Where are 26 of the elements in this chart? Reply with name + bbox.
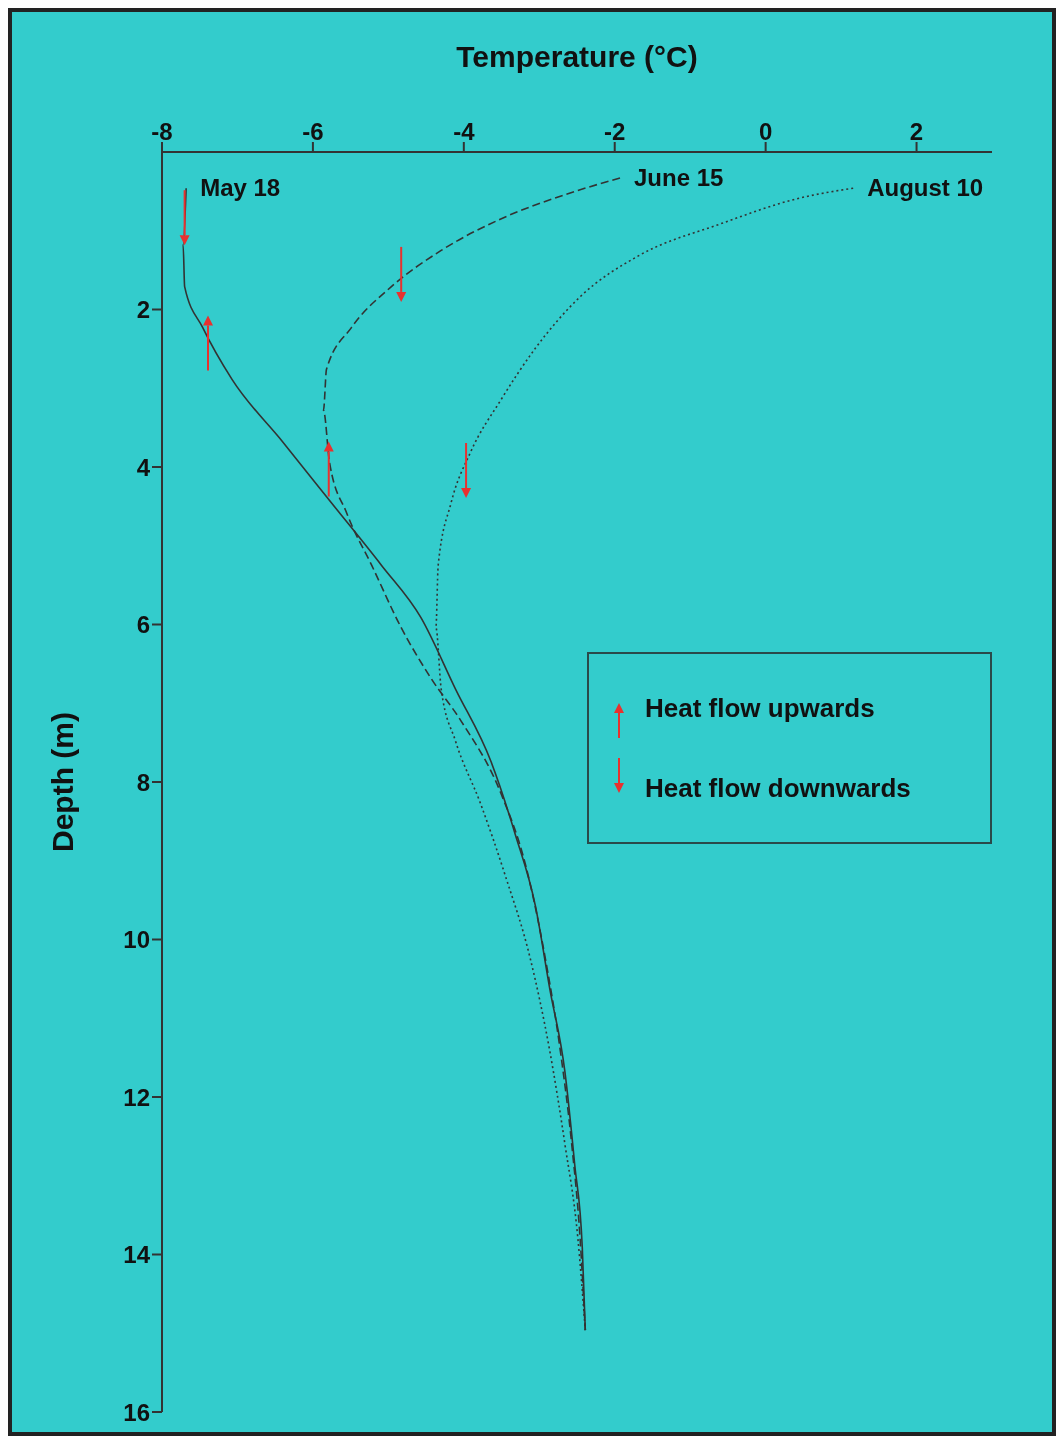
y-tick-label: 2 bbox=[136, 296, 150, 324]
x-tick-label: -6 bbox=[302, 118, 324, 145]
legend-label: Heat flow upwards bbox=[645, 692, 875, 724]
series-label: May 18 bbox=[200, 174, 281, 202]
x-axis-title: Temperature (°C) bbox=[456, 40, 698, 74]
y-tick-label: 16 bbox=[123, 1398, 150, 1426]
y-tick-label: 10 bbox=[123, 926, 150, 954]
legend-label: Heat flow downwards bbox=[645, 772, 911, 804]
point bbox=[461, 487, 472, 498]
series-label: June 15 bbox=[634, 163, 724, 191]
point bbox=[323, 441, 334, 452]
y-tick-label: 8 bbox=[136, 768, 150, 796]
point bbox=[179, 235, 190, 246]
y-tick-label: 12 bbox=[123, 1083, 150, 1111]
y-axis-title: Depth (m) bbox=[45, 712, 79, 852]
x-tick-label: 2 bbox=[909, 118, 924, 145]
point bbox=[203, 315, 214, 326]
y-tick-label: 4 bbox=[136, 453, 151, 481]
series-label: August 10 bbox=[867, 174, 984, 202]
point bbox=[396, 291, 407, 302]
y-tick-label: 6 bbox=[136, 611, 150, 639]
x-tick-label: -2 bbox=[604, 118, 626, 145]
x-tick-label: -8 bbox=[151, 118, 173, 145]
y-tick-label: 14 bbox=[123, 1241, 151, 1269]
x-tick-label: 0 bbox=[758, 118, 773, 145]
x-tick-label: -4 bbox=[453, 118, 476, 145]
